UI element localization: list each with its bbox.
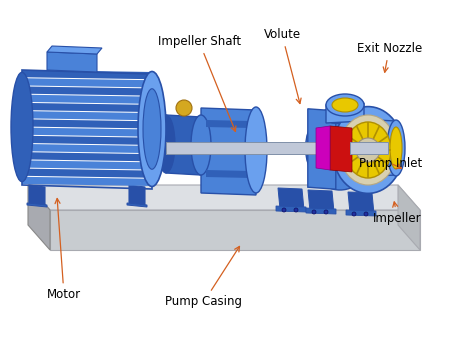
Polygon shape — [306, 208, 336, 214]
Ellipse shape — [332, 107, 404, 193]
Text: Impeller: Impeller — [373, 202, 422, 225]
Polygon shape — [22, 144, 152, 153]
Ellipse shape — [306, 106, 374, 190]
Circle shape — [364, 212, 368, 216]
Ellipse shape — [11, 73, 33, 181]
Polygon shape — [330, 126, 352, 172]
Polygon shape — [22, 78, 152, 87]
Ellipse shape — [138, 71, 166, 186]
Polygon shape — [201, 108, 256, 195]
Text: Exit Nozzle: Exit Nozzle — [356, 42, 422, 72]
Polygon shape — [374, 126, 378, 170]
Polygon shape — [308, 190, 334, 212]
Ellipse shape — [387, 120, 405, 176]
Polygon shape — [326, 103, 364, 123]
Polygon shape — [166, 115, 201, 175]
Ellipse shape — [332, 98, 358, 112]
Text: Motor: Motor — [47, 198, 81, 302]
Text: Pump Inlet: Pump Inlet — [359, 156, 422, 170]
Text: Pump Casing: Pump Casing — [165, 246, 242, 308]
Ellipse shape — [191, 115, 211, 175]
Polygon shape — [22, 103, 152, 112]
Ellipse shape — [345, 122, 391, 178]
Polygon shape — [348, 192, 374, 214]
Polygon shape — [127, 203, 147, 207]
Polygon shape — [50, 210, 420, 250]
Polygon shape — [28, 185, 50, 250]
Polygon shape — [22, 127, 152, 137]
Circle shape — [352, 212, 356, 216]
Polygon shape — [28, 185, 420, 210]
Polygon shape — [206, 145, 251, 153]
Polygon shape — [316, 126, 330, 170]
Polygon shape — [308, 109, 336, 189]
Circle shape — [282, 208, 286, 212]
Polygon shape — [22, 169, 152, 178]
Polygon shape — [22, 111, 152, 120]
Bar — [166, 142, 350, 154]
Ellipse shape — [157, 115, 175, 173]
Text: Volute: Volute — [264, 28, 301, 103]
Ellipse shape — [326, 94, 364, 116]
Ellipse shape — [143, 89, 161, 169]
Ellipse shape — [390, 127, 402, 169]
Polygon shape — [47, 52, 97, 72]
Polygon shape — [206, 170, 251, 178]
Polygon shape — [22, 86, 152, 96]
Polygon shape — [206, 120, 251, 128]
Polygon shape — [22, 119, 152, 128]
Circle shape — [324, 210, 328, 214]
Circle shape — [294, 208, 298, 212]
Polygon shape — [47, 46, 102, 54]
Polygon shape — [398, 185, 420, 250]
Bar — [350, 142, 388, 154]
Polygon shape — [29, 185, 45, 205]
Polygon shape — [22, 152, 152, 161]
Circle shape — [312, 210, 316, 214]
Polygon shape — [22, 136, 152, 145]
Polygon shape — [129, 185, 145, 205]
Ellipse shape — [245, 107, 267, 193]
Circle shape — [176, 100, 192, 116]
Polygon shape — [27, 203, 47, 207]
Polygon shape — [346, 210, 376, 216]
Polygon shape — [376, 120, 396, 176]
Polygon shape — [330, 111, 360, 125]
Polygon shape — [22, 70, 152, 79]
Circle shape — [356, 138, 380, 162]
Polygon shape — [22, 160, 152, 170]
Polygon shape — [276, 206, 306, 212]
Ellipse shape — [339, 115, 397, 185]
Text: Impeller Shaft: Impeller Shaft — [157, 35, 241, 132]
Polygon shape — [278, 188, 304, 210]
Polygon shape — [22, 95, 152, 104]
Polygon shape — [22, 177, 152, 186]
